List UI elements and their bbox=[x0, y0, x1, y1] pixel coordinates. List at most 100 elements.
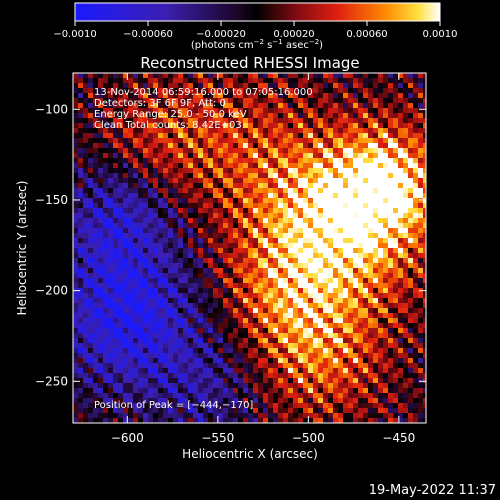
heatmap-cell bbox=[238, 83, 243, 88]
heatmap-cell bbox=[383, 298, 388, 303]
heatmap-cell bbox=[83, 338, 88, 343]
heatmap-cell bbox=[398, 103, 403, 108]
heatmap-cell bbox=[238, 143, 243, 148]
heatmap-cell bbox=[88, 83, 93, 88]
heatmap-cell bbox=[148, 198, 153, 203]
heatmap-cell bbox=[303, 223, 308, 228]
heatmap-cell bbox=[268, 308, 273, 313]
heatmap-cell bbox=[383, 273, 388, 278]
heatmap-cell bbox=[423, 98, 426, 103]
heatmap-cell bbox=[228, 228, 233, 233]
heatmap-cell bbox=[138, 218, 143, 223]
heatmap-cell bbox=[283, 198, 288, 203]
heatmap-cell bbox=[308, 208, 313, 213]
heatmap-cell bbox=[253, 298, 258, 303]
heatmap-cell bbox=[198, 148, 203, 153]
heatmap-cell bbox=[103, 73, 108, 78]
heatmap-cell bbox=[348, 103, 353, 108]
heatmap-cell bbox=[303, 388, 308, 393]
heatmap-cell bbox=[393, 103, 398, 108]
heatmap-cell bbox=[343, 183, 348, 188]
heatmap-cell bbox=[128, 158, 133, 163]
heatmap-cell bbox=[363, 153, 368, 158]
heatmap-cell bbox=[183, 78, 188, 83]
heatmap-cell bbox=[248, 358, 253, 363]
heatmap-cell bbox=[108, 328, 113, 333]
heatmap-cell bbox=[193, 413, 198, 418]
heatmap-cell bbox=[408, 393, 413, 398]
heatmap-cell bbox=[103, 228, 108, 233]
heatmap-cell bbox=[263, 388, 268, 393]
heatmap-cell bbox=[248, 213, 253, 218]
heatmap-cell bbox=[338, 413, 343, 418]
heatmap-cell bbox=[343, 338, 348, 343]
heatmap-cell bbox=[258, 143, 263, 148]
heatmap-cell bbox=[308, 333, 313, 338]
heatmap-cell bbox=[208, 158, 213, 163]
heatmap-cell bbox=[163, 278, 168, 283]
heatmap-cell bbox=[328, 328, 333, 333]
heatmap-cell bbox=[388, 173, 393, 178]
heatmap-cell bbox=[218, 418, 223, 423]
heatmap-cell bbox=[323, 138, 328, 143]
heatmap-cell bbox=[353, 188, 358, 193]
heatmap-cell bbox=[208, 403, 213, 408]
heatmap-cell bbox=[283, 98, 288, 103]
heatmap-cell bbox=[183, 413, 188, 418]
heatmap-cell bbox=[313, 263, 318, 268]
heatmap-cell bbox=[143, 333, 148, 338]
heatmap-cell bbox=[158, 303, 163, 308]
heatmap-cell bbox=[188, 348, 193, 353]
heatmap-cell bbox=[313, 413, 318, 418]
heatmap-cell bbox=[268, 408, 273, 413]
heatmap-cell bbox=[393, 178, 398, 183]
heatmap-cell bbox=[118, 188, 123, 193]
heatmap-cell bbox=[343, 413, 348, 418]
heatmap-cell bbox=[278, 248, 283, 253]
heatmap-cell bbox=[188, 238, 193, 243]
heatmap-cell bbox=[283, 78, 288, 83]
heatmap-cell bbox=[233, 83, 238, 88]
heatmap-cell bbox=[378, 378, 383, 383]
heatmap-cell bbox=[113, 408, 118, 413]
heatmap-cell bbox=[98, 273, 103, 278]
heatmap-cell bbox=[128, 203, 133, 208]
heatmap-cell bbox=[393, 153, 398, 158]
heatmap-cell bbox=[348, 83, 353, 88]
heatmap-cell bbox=[188, 123, 193, 128]
heatmap-cell bbox=[268, 273, 273, 278]
heatmap-cell bbox=[303, 353, 308, 358]
heatmap-cell bbox=[113, 328, 118, 333]
heatmap-cell bbox=[103, 403, 108, 408]
heatmap-cell bbox=[138, 233, 143, 238]
heatmap-cell bbox=[408, 403, 413, 408]
heatmap-cell bbox=[283, 123, 288, 128]
heatmap-cell bbox=[248, 343, 253, 348]
heatmap-cell bbox=[203, 383, 208, 388]
heatmap-cell bbox=[153, 413, 158, 418]
heatmap-cell bbox=[203, 78, 208, 83]
heatmap-cell bbox=[88, 228, 93, 233]
heatmap-cell bbox=[408, 278, 413, 283]
heatmap-cell bbox=[353, 313, 358, 318]
heatmap-cell bbox=[308, 393, 313, 398]
heatmap-cell bbox=[168, 418, 173, 423]
heatmap-cell bbox=[153, 383, 158, 388]
heatmap-cell bbox=[378, 348, 383, 353]
heatmap-cell bbox=[223, 113, 228, 118]
heatmap-cell bbox=[243, 343, 248, 348]
heatmap-cell bbox=[268, 243, 273, 248]
heatmap-cell bbox=[298, 103, 303, 108]
heatmap-cell bbox=[378, 183, 383, 188]
heatmap-cell bbox=[118, 338, 123, 343]
heatmap-cell bbox=[163, 243, 168, 248]
heatmap-cell bbox=[258, 293, 263, 298]
heatmap-cell bbox=[88, 183, 93, 188]
heatmap-cell bbox=[198, 228, 203, 233]
heatmap-cell bbox=[253, 118, 258, 123]
heatmap-cell bbox=[113, 188, 118, 193]
heatmap-cell bbox=[423, 418, 426, 423]
heatmap-cell bbox=[273, 283, 278, 288]
heatmap-cell bbox=[133, 283, 138, 288]
heatmap-cell bbox=[263, 198, 268, 203]
